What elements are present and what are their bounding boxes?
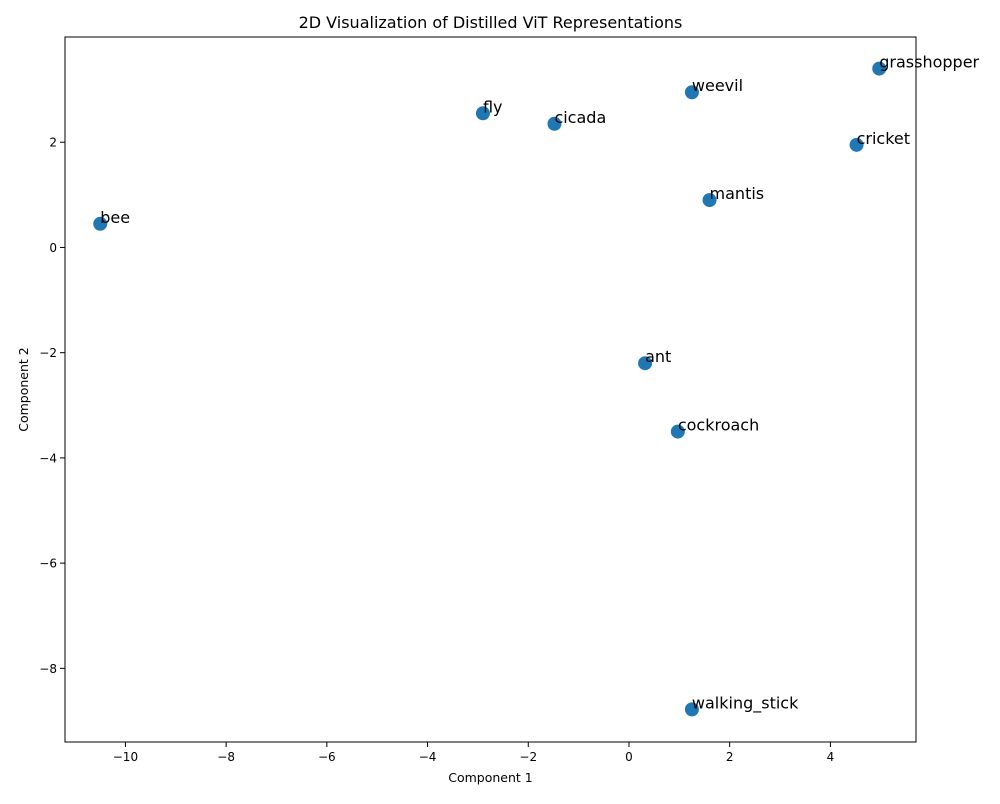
scatter-point-cicada [547,116,562,131]
y-axis-ticks: −8 −6 −4 −2 0 2 [39,136,65,676]
x-tick-label: −6 [318,750,336,764]
point-label-grasshopper: grasshopper [879,53,979,72]
scatter-point-grasshopper [872,61,887,76]
y-tick-label: −8 [39,662,57,676]
x-axis-ticks: −10 −8 −6 −4 −2 0 2 4 [113,742,834,764]
scatter-point-mantis [702,193,717,208]
point-label-bee: bee [100,208,130,227]
point-label-cricket: cricket [857,129,910,148]
scatter-point-cricket [849,137,864,152]
chart-title: 2D Visualization of Distilled ViT Repres… [299,13,683,32]
x-tick-label: 2 [726,750,734,764]
x-tick-label: −4 [419,750,437,764]
scatter-point-weevil [684,85,699,100]
x-tick-label: −10 [113,750,138,764]
point-label-ant: ant [645,347,671,366]
y-tick-label: 2 [49,136,57,150]
data-points [93,61,887,717]
plot-frame [64,36,917,743]
scatter-point-cockroach [670,424,685,439]
point-label-cicada: cicada [554,108,606,127]
point-label-cockroach: cockroach [678,416,759,435]
point-label-mantis: mantis [710,184,765,203]
scatter-point-bee [93,216,108,231]
scatter-point-walking-stick [684,702,699,717]
point-label-weevil: weevil [692,76,743,95]
x-tick-label: −8 [217,750,235,764]
y-tick-label: 0 [49,241,57,255]
scatter-point-fly [475,106,490,121]
y-tick-label: −6 [39,557,57,571]
scatter-point-ant [638,356,653,371]
y-tick-label: −2 [39,346,57,360]
point-label-fly: fly [483,97,503,116]
point-label-walking-stick: walking_stick [692,693,799,713]
y-tick-label: −4 [39,451,57,465]
x-axis-label: Component 1 [448,770,533,785]
x-tick-label: 0 [625,750,633,764]
x-tick-label: 4 [827,750,835,764]
x-tick-label: −2 [519,750,537,764]
y-axis-label: Component 2 [16,347,31,432]
data-labels: grasshopper weevil fly cicada cricket mantis b… [100,53,979,714]
